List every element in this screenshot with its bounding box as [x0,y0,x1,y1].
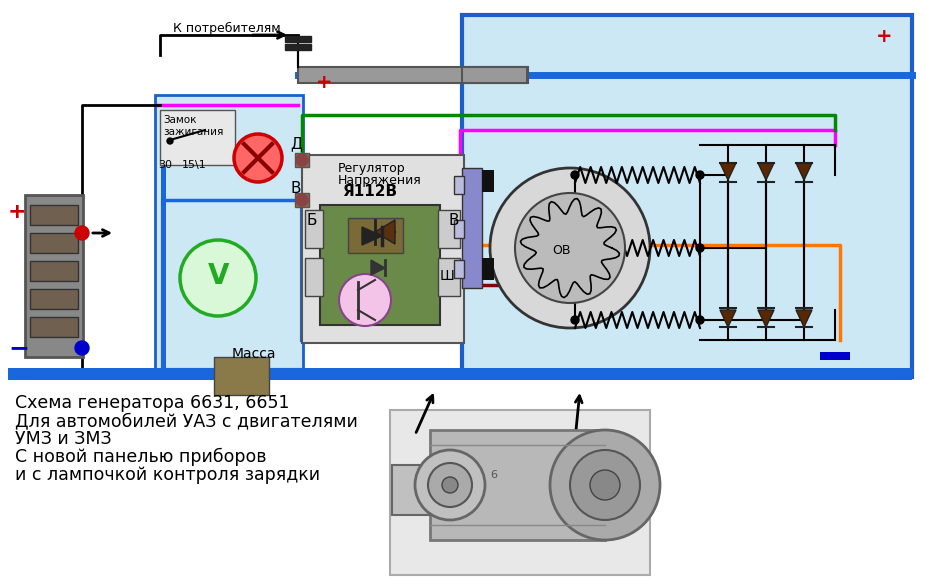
Circle shape [234,134,282,182]
Circle shape [296,194,308,206]
Circle shape [696,171,704,179]
Text: Схема генератора 6631, 6651: Схема генератора 6631, 6651 [15,394,290,412]
Polygon shape [362,227,382,245]
Circle shape [696,244,704,252]
Bar [454,220,464,238]
Circle shape [571,316,579,324]
Text: +: + [316,73,332,92]
Text: Напряжения: Напряжения [338,174,422,187]
Polygon shape [796,310,812,327]
Bar [462,15,912,377]
Bar [214,357,269,395]
Circle shape [590,470,620,500]
Bar [295,193,309,207]
Bar [30,233,78,253]
Bar [155,95,303,377]
Bar [285,44,311,50]
Text: +: + [8,202,27,222]
Text: 30: 30 [158,160,172,170]
Bar [820,352,850,360]
Circle shape [515,193,625,303]
Text: 6: 6 [490,470,497,480]
Text: −: − [818,348,832,366]
Bar [30,205,78,225]
Text: Регулятор: Регулятор [338,162,406,175]
Text: Б: Б [306,213,316,228]
Polygon shape [796,163,812,180]
Bar [30,261,78,281]
Bar [482,258,494,280]
Circle shape [180,240,256,316]
Text: зажигания: зажигания [163,127,223,137]
Bar [305,258,323,296]
Polygon shape [758,163,774,180]
Text: Замок: Замок [163,115,196,125]
Text: Я112В: Я112В [342,184,397,199]
Bar [438,258,460,296]
Circle shape [75,226,89,240]
Bar [482,170,494,192]
Circle shape [428,463,472,507]
Polygon shape [720,310,736,327]
Bar [295,153,309,167]
Polygon shape [758,310,774,327]
Bar [30,317,78,337]
Text: К потребителям: К потребителям [173,22,281,35]
Text: Для автомобилей УАЗ с двигателями: Для автомобилей УАЗ с двигателями [15,412,358,430]
Bar [454,176,464,194]
Bar [30,289,78,309]
Bar [390,410,650,575]
Bar [462,67,527,83]
Text: УМЗ и ЗМЗ: УМЗ и ЗМЗ [15,430,112,448]
Bar [320,205,440,325]
Bar [8,368,912,380]
Bar [160,110,235,165]
Circle shape [490,168,650,328]
Bar [25,195,83,357]
Circle shape [415,450,485,520]
Circle shape [570,450,640,520]
Circle shape [696,316,704,324]
Text: В: В [448,213,459,228]
Circle shape [75,341,89,355]
Circle shape [550,430,660,540]
Circle shape [296,154,308,166]
Text: ОВ: ОВ [552,244,571,257]
Text: С новой панелью приборов: С новой панелью приборов [15,448,266,466]
Text: В: В [290,181,301,196]
Circle shape [571,171,579,179]
Bar [438,210,460,248]
Text: и с лампочкой контроля зарядки: и с лампочкой контроля зарядки [15,466,320,484]
Bar [430,430,605,540]
Bar [305,210,323,248]
Text: Ш: Ш [440,269,455,283]
Bar [348,218,403,253]
Text: +: + [876,27,893,46]
Text: Д: Д [290,136,302,151]
Bar [298,67,528,83]
Polygon shape [720,163,736,180]
Bar [454,260,464,278]
Polygon shape [375,220,395,244]
Polygon shape [371,260,385,275]
Circle shape [442,477,458,493]
Bar [302,155,464,343]
Text: −: − [8,336,29,360]
Circle shape [339,274,391,326]
Text: Масса: Масса [232,347,277,361]
Bar [285,36,311,42]
Circle shape [167,138,173,144]
Bar [392,465,432,515]
Bar [462,168,482,288]
Text: 15\1: 15\1 [182,160,207,170]
Text: V: V [208,262,229,290]
